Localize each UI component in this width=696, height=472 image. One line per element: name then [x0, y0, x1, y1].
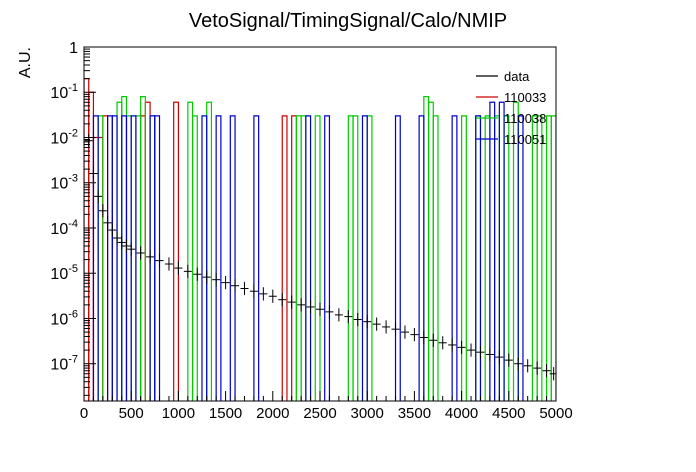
histogram-bin-110051-15: [418, 115, 425, 401]
y-tick-label-0: 10-7: [50, 354, 78, 374]
histogram-bin-110051-9: [229, 115, 236, 401]
histogram-bin-110038-14: [352, 115, 359, 401]
y-tick-label-6: 10-1: [50, 82, 78, 102]
plot-area: [84, 78, 556, 401]
legend-label-110038: 110038: [504, 111, 546, 126]
x-tick-label-0: 0: [80, 405, 88, 422]
histogram-bin-110051-20: [517, 115, 524, 401]
histogram-bin-110038-12: [314, 115, 321, 401]
histogram-bin-110051-17: [475, 115, 482, 401]
histogram-bin-110038-19: [461, 115, 467, 401]
y-tick-label-1: 10-6: [50, 308, 78, 328]
histogram-bin-110051-16: [451, 115, 458, 401]
histogram-bin-110038-8: [191, 115, 198, 401]
legend: data 110033 110038 110051: [476, 69, 546, 147]
x-axis: 0 500 1000 1500 2000 2500 3000 3500 4000 4500 5000: [80, 391, 573, 422]
legend-label-data: data: [504, 69, 530, 84]
histogram-bin-110051-14: [394, 115, 401, 401]
y-tick-label-7: 1: [69, 40, 78, 57]
x-tick-label-10: 5000: [539, 405, 572, 422]
y-axis: 10-7 10-6 10-5 10-4 10-3 10-2 10-1 1: [50, 40, 96, 396]
histogram-bin-110051-13: [361, 115, 368, 401]
histogram-bin-110051-10: [253, 115, 260, 401]
histogram-bin-110051-4: [130, 115, 137, 401]
histogram-bin-110051-7: [201, 115, 208, 401]
histogram-bin-110051-19: [498, 101, 505, 401]
y-tick-label-2: 10-5: [50, 263, 78, 283]
histogram-bin-110038-26: [536, 115, 543, 401]
histogram-bin-110033-6: [173, 101, 179, 401]
histogram-bin-110051-18: [489, 101, 496, 401]
x-tick-label-7: 3500: [398, 405, 431, 422]
legend-label-110033: 110033: [504, 90, 546, 105]
x-tick-label-1: 500: [119, 405, 144, 422]
histogram-bin-110038-28: [550, 115, 556, 401]
series-data: [84, 134, 556, 381]
y-tick-label-4: 10-3: [50, 173, 78, 193]
x-tick-label-3: 1500: [209, 405, 242, 422]
histogram-bin-110051-0: [92, 115, 99, 401]
x-tick-label-2: 1000: [162, 405, 195, 422]
x-tick-label-5: 2500: [303, 405, 336, 422]
histogram-bin-110051-12: [324, 115, 331, 401]
histogram-bin-110051-11: [305, 115, 312, 401]
x-tick-label-4: 2000: [256, 405, 289, 422]
histogram-bin-110038-18: [432, 115, 439, 401]
y-axis-label: A.U.: [17, 47, 34, 78]
y-tick-label-5: 10-2: [50, 127, 78, 147]
legend-label-110051: 110051: [504, 132, 546, 147]
series-110051: [92, 101, 524, 401]
x-tick-label-6: 3000: [351, 405, 384, 422]
x-tick-label-9: 4500: [492, 405, 525, 422]
histogram-bin-110033-7: [281, 115, 288, 401]
histogram-bin-110051-8: [215, 115, 222, 401]
histogram-bin-110051-2: [111, 115, 118, 401]
x-tick-label-8: 4000: [445, 405, 478, 422]
y-tick-label-3: 10-4: [50, 218, 78, 238]
chart-title: VetoSignal/TimingSignal/Calo/NMIP: [189, 10, 507, 32]
histogram-bin-110051-3: [121, 115, 128, 401]
